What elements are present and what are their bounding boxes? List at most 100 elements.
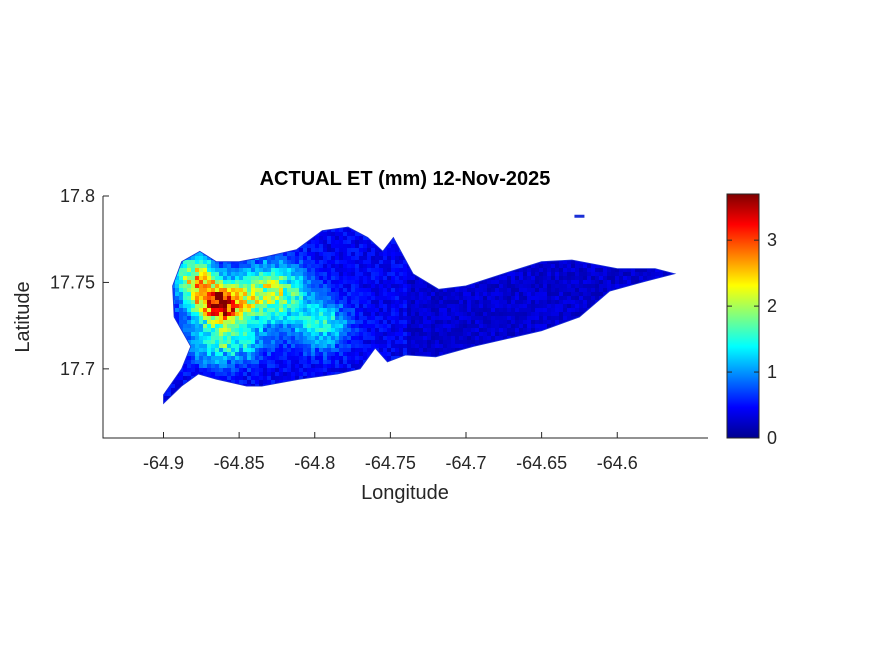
heatmap-cell xyxy=(547,260,551,264)
heatmap-cell xyxy=(247,264,251,268)
heatmap-cell xyxy=(227,316,231,320)
heatmap-cell xyxy=(315,320,319,324)
heatmap-cell xyxy=(515,284,519,288)
heatmap-cell xyxy=(235,272,239,276)
heatmap-cell xyxy=(195,320,199,324)
heatmap-cell xyxy=(379,292,383,296)
heatmap-cell xyxy=(283,308,287,312)
heatmap-cell xyxy=(499,292,503,296)
heatmap-cell xyxy=(243,300,247,304)
heatmap-cell xyxy=(251,296,255,300)
heatmap-cell xyxy=(299,256,303,260)
heatmap-cell xyxy=(515,300,519,304)
heatmap-cell xyxy=(347,264,351,268)
heatmap-cell xyxy=(387,276,391,280)
heatmap-cell xyxy=(355,280,359,284)
heatmap-cell xyxy=(211,308,215,312)
heatmap-cell xyxy=(279,320,283,324)
heatmap-cell xyxy=(391,276,395,280)
heatmap-cell xyxy=(263,320,267,324)
heatmap-cell xyxy=(243,268,247,272)
heatmap-cell xyxy=(323,308,327,312)
heatmap-cell xyxy=(383,292,387,296)
heatmap-cell xyxy=(255,316,259,320)
heatmap-cell xyxy=(255,300,259,304)
heatmap-cell xyxy=(435,312,439,316)
heatmap-cell xyxy=(443,324,447,328)
heatmap-cell xyxy=(551,288,555,292)
heatmap-cell xyxy=(375,256,379,260)
heatmap-cell xyxy=(543,284,547,288)
heatmap-cell xyxy=(487,304,491,308)
heatmap-cell xyxy=(355,284,359,288)
heatmap-cell xyxy=(291,300,295,304)
heatmap-cell xyxy=(303,252,307,256)
heatmap-cell xyxy=(427,316,431,320)
heatmap-cell xyxy=(395,252,399,256)
heatmap-cell xyxy=(331,252,335,256)
heatmap-cell xyxy=(243,308,247,312)
heatmap-cell xyxy=(551,304,555,308)
heatmap-cell xyxy=(211,296,215,300)
heatmap-cell xyxy=(555,292,559,296)
heatmap-cell xyxy=(571,272,575,276)
heatmap-cell xyxy=(515,316,519,320)
heatmap-cell xyxy=(307,276,311,280)
heatmap-cell xyxy=(331,320,335,324)
heatmap-cell xyxy=(559,320,563,324)
heatmap-cell xyxy=(435,288,439,292)
heatmap-cell xyxy=(379,316,383,320)
heatmap-cell xyxy=(255,296,259,300)
heatmap-cell xyxy=(423,324,427,328)
heatmap-cell xyxy=(599,292,603,296)
heatmap-cell xyxy=(539,264,543,268)
heatmap-cell xyxy=(235,320,239,324)
heatmap-cell xyxy=(283,272,287,276)
heatmap-cell xyxy=(323,312,327,316)
heatmap-cell xyxy=(343,232,347,236)
heatmap-cell xyxy=(207,268,211,272)
heatmap-cell xyxy=(335,252,339,256)
heatmap-cell xyxy=(555,284,559,288)
heatmap-cell xyxy=(399,260,403,264)
heatmap-cell xyxy=(395,244,399,248)
heatmap-cell xyxy=(567,284,571,288)
heatmap-cell xyxy=(347,304,351,308)
heatmap-cell xyxy=(347,260,351,264)
heatmap-cell xyxy=(203,276,207,280)
heatmap-cell xyxy=(435,300,439,304)
heatmap-cell xyxy=(367,312,371,316)
heatmap-cell xyxy=(215,264,219,268)
heatmap-cell xyxy=(415,304,419,308)
heatmap-cell xyxy=(451,316,455,320)
heatmap-cell xyxy=(459,324,463,328)
heatmap-cell xyxy=(567,312,571,316)
heatmap-cell xyxy=(183,292,187,296)
heatmap-cell xyxy=(259,300,263,304)
heatmap-cell xyxy=(311,280,315,284)
heatmap-cell xyxy=(543,260,547,264)
heatmap-cell xyxy=(559,280,563,284)
heatmap-cell xyxy=(371,288,375,292)
heatmap-cell xyxy=(215,284,219,288)
heatmap-cell xyxy=(267,308,271,312)
heatmap-cell xyxy=(299,312,303,316)
heatmap-cell xyxy=(323,292,327,296)
heatmap-cell xyxy=(547,268,551,272)
heatmap-cell xyxy=(603,276,607,280)
heatmap-cell xyxy=(563,284,567,288)
heatmap-cell xyxy=(187,308,191,312)
heatmap-cell xyxy=(263,268,267,272)
heatmap-cell xyxy=(351,276,355,280)
heatmap-cell xyxy=(291,284,295,288)
heatmap-cell xyxy=(371,280,375,284)
heatmap-cell xyxy=(491,296,495,300)
heatmap-cell xyxy=(307,292,311,296)
heatmap-cell xyxy=(647,268,651,272)
heatmap-cell xyxy=(543,320,547,324)
heatmap-cell xyxy=(191,308,195,312)
heatmap-cell xyxy=(199,264,203,268)
heatmap-cell xyxy=(511,312,515,316)
heatmap-cell xyxy=(363,300,367,304)
heatmap-cell xyxy=(247,268,251,272)
